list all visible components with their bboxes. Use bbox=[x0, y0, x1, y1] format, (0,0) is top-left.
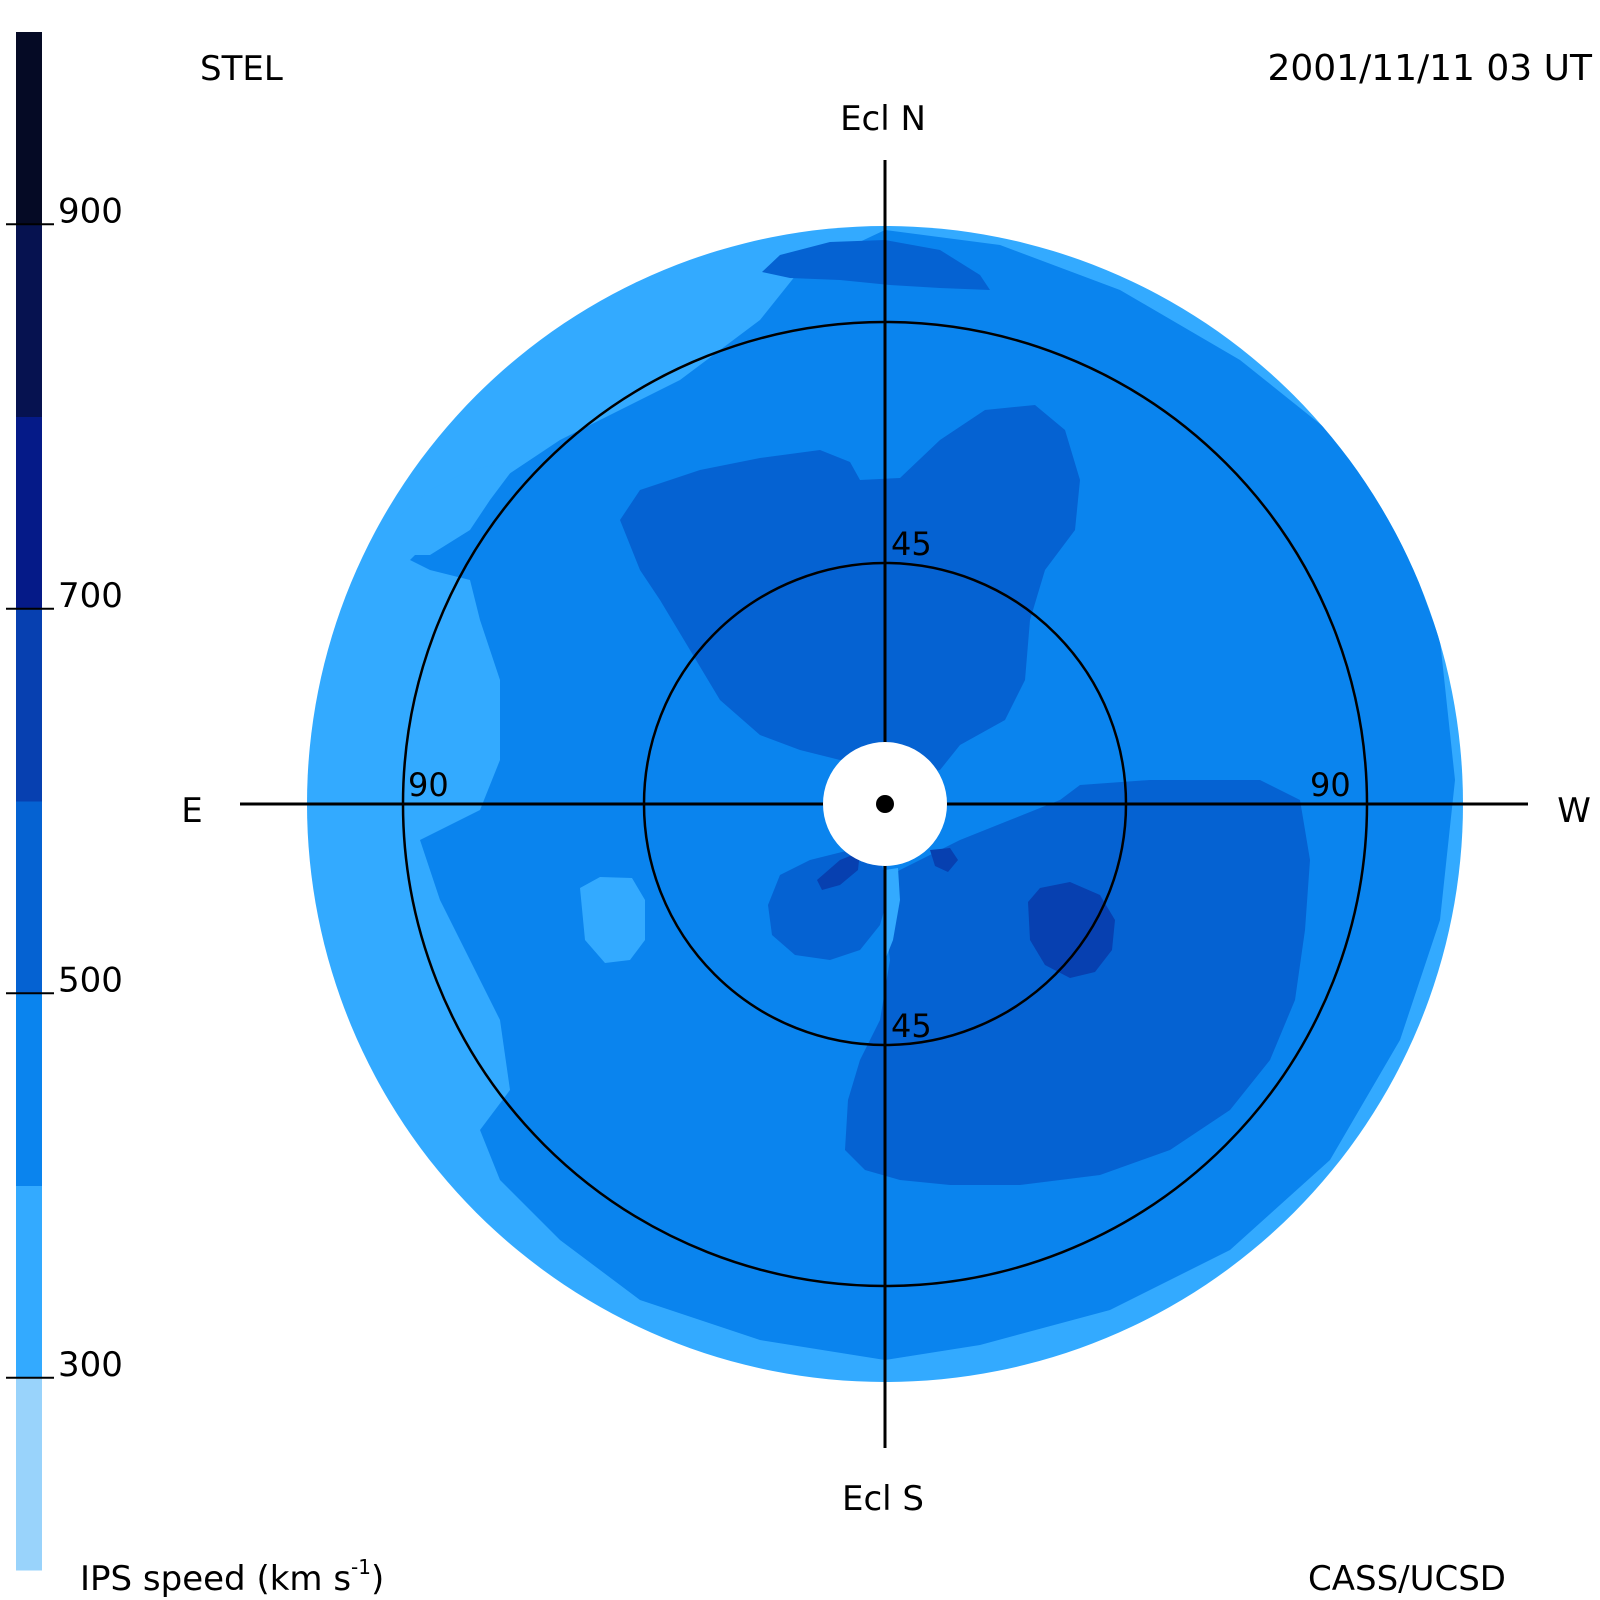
speed-region-600-700 bbox=[1028, 882, 1115, 978]
colorbar-tick-label: 900 bbox=[58, 191, 123, 231]
north-label: Ecl N bbox=[840, 99, 926, 139]
speed-region-600-700-small bbox=[817, 852, 860, 890]
sun-center-dot bbox=[876, 795, 894, 813]
colorbar-band bbox=[16, 1185, 42, 1379]
ring-label-45-top: 45 bbox=[891, 525, 932, 563]
colorbar-title-exponent: -1 bbox=[351, 1555, 371, 1579]
colorbar: 900 700 500 300 bbox=[6, 32, 123, 1571]
observatory-label: STEL bbox=[200, 49, 283, 89]
credit-label: CASS/UCSD bbox=[1308, 1559, 1506, 1599]
east-label: E bbox=[181, 791, 202, 831]
colorbar-tick-label: 700 bbox=[58, 576, 123, 616]
colorbar-band bbox=[16, 608, 42, 802]
speed-region-500-600-top bbox=[762, 240, 990, 290]
timestamp-label: 2001/11/11 03 UT bbox=[1267, 48, 1593, 89]
colorbar-ticks: 900 700 500 300 bbox=[6, 191, 123, 1385]
colorbar-band bbox=[16, 32, 42, 225]
speed-region-600-700-tiny bbox=[930, 848, 958, 872]
speed-region-500-600-north bbox=[620, 405, 1080, 775]
colorbar-title-main: IPS speed (km s bbox=[80, 1559, 351, 1599]
speed-region-light-patch bbox=[580, 877, 645, 963]
ring-label-90-right: 90 bbox=[1310, 766, 1351, 804]
colorbar-bands bbox=[16, 32, 42, 1571]
colorbar-tick-label: 300 bbox=[58, 1345, 123, 1385]
south-label: Ecl S bbox=[842, 1479, 924, 1519]
colorbar-title-close: ) bbox=[371, 1559, 384, 1599]
ring-label-90-left: 90 bbox=[408, 766, 449, 804]
colorbar-band bbox=[16, 993, 42, 1186]
west-label: W bbox=[1557, 791, 1591, 831]
colorbar-band bbox=[16, 224, 42, 417]
speed-region-500-600-south bbox=[845, 780, 1310, 1185]
colorbar-band bbox=[16, 416, 42, 610]
colorbar-title: IPS speed (km s-1) bbox=[80, 1555, 384, 1599]
speed-region-500-600-small bbox=[768, 850, 890, 960]
colorbar-band bbox=[16, 1377, 42, 1571]
speed-region-light-left-top bbox=[395, 460, 520, 555]
colorbar-tick-label: 500 bbox=[58, 960, 123, 1000]
ring-label-45-bottom: 45 bbox=[891, 1007, 932, 1045]
colorbar-band bbox=[16, 801, 42, 994]
speed-region-light-sliver bbox=[885, 868, 900, 960]
